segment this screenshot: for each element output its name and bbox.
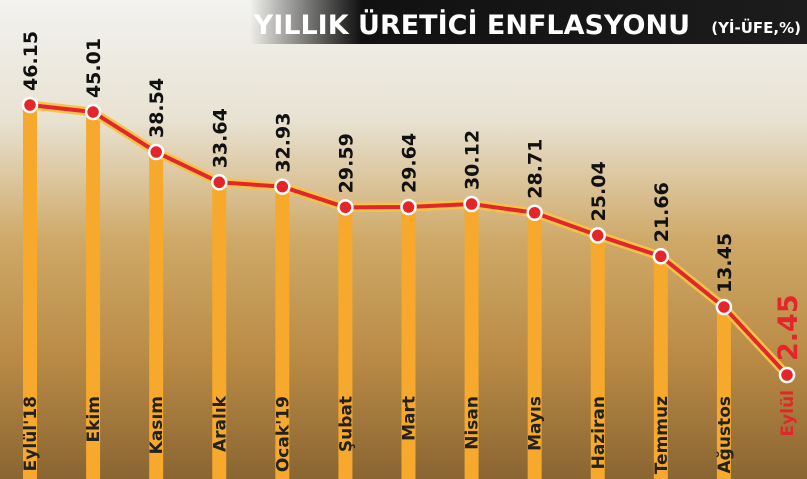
x-tick-label: Ağustos xyxy=(715,396,735,473)
point xyxy=(337,199,354,216)
bar xyxy=(149,152,164,479)
value-label: 29.59 xyxy=(335,133,357,193)
x-tick-label: Ekim xyxy=(84,396,104,442)
bar xyxy=(590,235,605,479)
bar xyxy=(86,112,101,479)
point xyxy=(274,178,291,195)
x-tick-label: Eylül'18 xyxy=(21,396,41,471)
x-tick-label: Şubat xyxy=(336,396,356,452)
value-label: 13.45 xyxy=(714,233,736,293)
bar xyxy=(716,307,731,479)
point xyxy=(21,96,39,114)
value-label: 33.64 xyxy=(209,108,231,168)
value-label: 30.12 xyxy=(462,130,484,190)
bar xyxy=(212,182,227,479)
x-tick-label: Ocak'19 xyxy=(273,396,293,472)
value-label: 2.45 xyxy=(773,294,804,361)
point xyxy=(589,227,606,244)
value-label: 21.66 xyxy=(651,182,673,242)
chart-title: YILLIK ÜRETİCİ ENFLASYONU xyxy=(253,8,690,41)
x-tick-label: Nisan xyxy=(463,396,483,450)
chart-subtitle: (Yİ-ÜFE,%) xyxy=(711,18,801,37)
point xyxy=(400,198,417,216)
x-tick-label: Kasım xyxy=(147,396,167,454)
x-tick-label: Mart xyxy=(400,396,420,441)
point xyxy=(652,248,670,265)
bar xyxy=(338,207,353,479)
bar xyxy=(401,207,416,479)
value-label: 46.15 xyxy=(20,31,42,91)
bar xyxy=(527,212,542,479)
point xyxy=(715,298,733,316)
point xyxy=(778,366,796,384)
x-tick-label: Eylül xyxy=(778,390,798,436)
value-label: 32.93 xyxy=(272,113,294,173)
x-tick-label: Mayıs xyxy=(526,396,546,451)
value-label: 29.64 xyxy=(399,133,421,193)
point xyxy=(463,195,480,213)
value-label: 38.54 xyxy=(146,78,168,138)
x-tick-label: Temmuz xyxy=(652,396,672,474)
bar xyxy=(23,105,37,479)
bar xyxy=(653,256,668,479)
value-label: 25.04 xyxy=(588,161,610,221)
point xyxy=(211,174,228,191)
title-bar xyxy=(250,0,807,44)
value-label: 28.71 xyxy=(525,139,547,199)
point xyxy=(84,103,102,121)
value-label: 45.01 xyxy=(83,38,105,98)
x-tick-label: Aralık xyxy=(210,395,230,452)
x-tick-label: Haziran xyxy=(589,396,609,469)
point xyxy=(526,204,543,222)
point xyxy=(147,143,165,161)
bar xyxy=(464,204,479,479)
bar xyxy=(275,186,290,479)
